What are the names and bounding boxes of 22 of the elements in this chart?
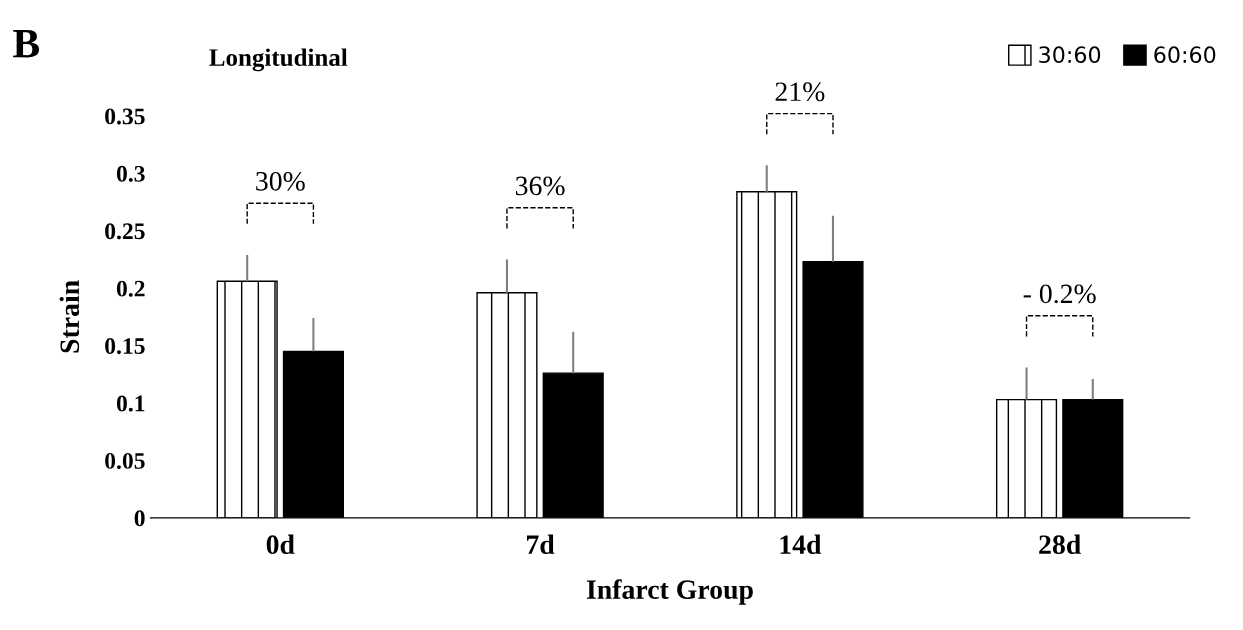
- y-tick-label: 0.2: [116, 280, 145, 297]
- y-tick-label: 0.25: [105, 223, 145, 240]
- y-tick-label: 0.05: [105, 452, 145, 469]
- chart-title: Longitudinal: [209, 48, 348, 72]
- x-tick-label: 0d: [266, 534, 295, 555]
- y-tick-label: 0.3: [116, 165, 145, 182]
- legend-label: 30:60: [1039, 46, 1101, 64]
- text: B: [13, 29, 40, 58]
- annotation: 30%: [256, 171, 305, 191]
- x-tick-label: 7d: [527, 534, 555, 555]
- y-tick-label: 0.35: [105, 108, 145, 125]
- text: 21%: [775, 82, 825, 102]
- annotation: - 0.2%: [1023, 284, 1096, 304]
- y-axis-title: Strain: [59, 280, 80, 353]
- y-tick-label: 0: [134, 510, 145, 527]
- x-axis-title: Infarct Group: [586, 579, 753, 605]
- annotation: 36%: [515, 176, 565, 196]
- y-tick-label: 0.15: [105, 338, 145, 355]
- x-tick-label: 14d: [780, 534, 822, 555]
- x-tick-label: 28d: [1039, 534, 1081, 555]
- legend-label: 60:60: [1154, 46, 1216, 64]
- y-tick-label: 0.1: [116, 395, 145, 412]
